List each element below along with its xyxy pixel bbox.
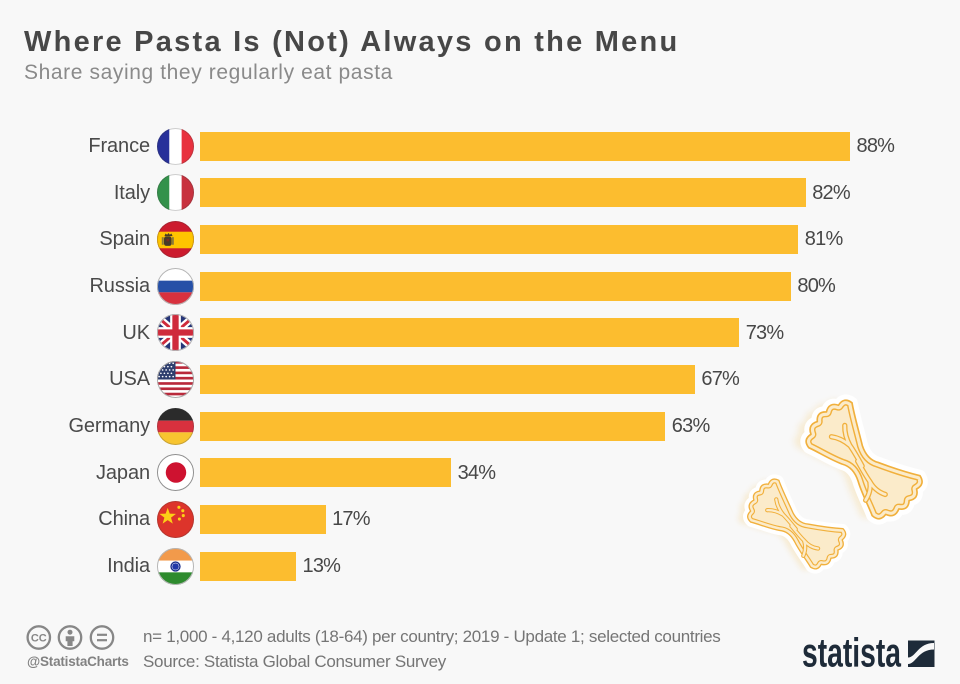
- svg-text:statista: statista: [802, 630, 902, 670]
- svg-text:CC: CC: [31, 633, 47, 645]
